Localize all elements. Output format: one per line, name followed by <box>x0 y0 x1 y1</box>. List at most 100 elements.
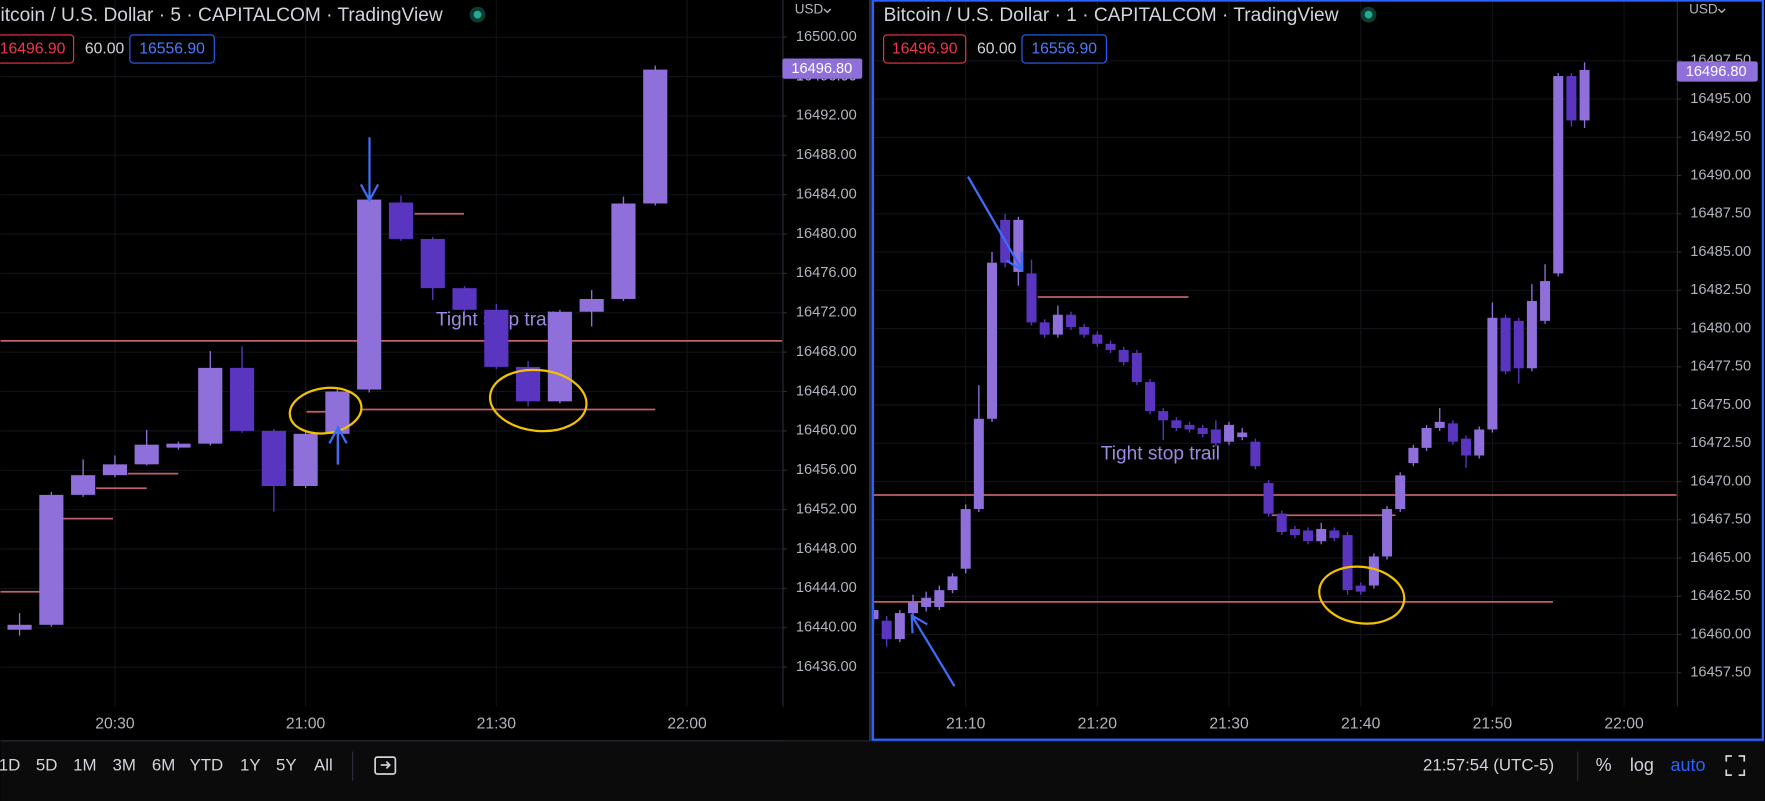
x-tick-label: 20:30 <box>95 716 135 733</box>
currency-button[interactable] <box>785 0 840 21</box>
y-tick-label: 16457.50 <box>1690 665 1751 681</box>
x-tick-label: 21:30 <box>477 716 517 733</box>
bottom-toolbar <box>0 740 1765 801</box>
y-tick-label: 16472.00 <box>796 305 857 321</box>
candle-body <box>1395 475 1406 510</box>
price-label: 16496.90 <box>0 41 66 58</box>
x-tick-label: 21:50 <box>1473 716 1513 733</box>
price-label-box <box>0 34 75 64</box>
range-button[interactable]: 5Y <box>276 756 297 775</box>
candle-body <box>611 203 636 299</box>
range-button[interactable]: 1M <box>73 756 96 775</box>
scale-option[interactable]: auto <box>1670 755 1705 775</box>
y-tick-label: 16495.00 <box>1690 91 1751 107</box>
y-tick-label: 16480.00 <box>1690 320 1751 336</box>
candle-body <box>261 430 286 486</box>
candle-body <box>1540 281 1551 321</box>
current-price-label: 16496.80 <box>791 61 852 77</box>
candle-body <box>1250 441 1261 467</box>
candle-body <box>1421 427 1432 448</box>
range-button[interactable]: 1Y <box>240 756 261 775</box>
x-tick-label: 21:30 <box>1209 716 1249 733</box>
y-tick-label: 16464.00 <box>796 383 857 399</box>
candle-body <box>71 475 96 495</box>
y-tick-label: 16477.50 <box>1690 359 1751 375</box>
range-button[interactable]: 6M <box>152 756 175 775</box>
y-tick-label: 16444.00 <box>796 580 857 596</box>
y-tick-label: 16470.00 <box>1690 473 1751 489</box>
candle-body <box>1039 322 1050 335</box>
candle-body <box>1197 427 1208 435</box>
y-tick-label: 16492.50 <box>1690 129 1751 145</box>
y-tick-label: 16440.00 <box>796 620 857 636</box>
candle-body <box>1276 513 1287 532</box>
range-button[interactable]: All <box>314 756 333 775</box>
candle-body <box>1526 300 1537 369</box>
current-price-tag <box>1676 61 1758 82</box>
candle-body <box>102 464 127 476</box>
candle-body <box>1013 219 1024 272</box>
candle-body <box>1131 352 1142 383</box>
currency-label: USD <box>1689 2 1718 17</box>
candle-body <box>1184 424 1195 430</box>
active-panel-border <box>871 0 1764 741</box>
range-button[interactable]: 5D <box>36 756 58 775</box>
y-tick-label: 16482.50 <box>1690 282 1751 298</box>
candle-body <box>39 494 64 625</box>
candle-body <box>894 613 905 640</box>
range-button[interactable]: YTD <box>190 756 224 775</box>
fullscreen-icon[interactable] <box>1725 755 1746 776</box>
candle-body <box>960 509 971 569</box>
scale-option[interactable]: log <box>1630 755 1654 775</box>
y-tick-label: 16452.00 <box>796 501 857 517</box>
candle-body <box>1329 530 1340 539</box>
scale-option[interactable]: % <box>1596 755 1612 775</box>
arrow-drawing <box>967 176 1024 273</box>
y-tick-label: 16448.00 <box>796 541 857 557</box>
candle-body <box>908 602 919 614</box>
currency-button[interactable] <box>1680 0 1735 21</box>
candle-body <box>1158 411 1169 421</box>
charts: Tight stop trail 20:30 21:00 21:30 22:00 1643… <box>0 0 1758 775</box>
candle-body <box>1566 76 1577 121</box>
candle-body <box>579 298 604 312</box>
candle-body <box>484 309 509 367</box>
annotation: Tight stop trail <box>1101 444 1220 465</box>
candle-body <box>1447 423 1458 442</box>
candle-body <box>547 311 572 402</box>
candle-body <box>1368 556 1379 586</box>
candle-body <box>1079 326 1090 335</box>
candle-body <box>134 444 159 465</box>
range-button[interactable]: 1D <box>0 756 20 775</box>
panel-divider <box>869 0 873 743</box>
arrow-drawing <box>910 613 956 687</box>
plot-area: Tight stop trail <box>0 0 783 707</box>
candle-body <box>987 262 998 419</box>
y-tick-label: 16488.00 <box>796 147 857 163</box>
price-label: 16496.90 <box>892 41 958 58</box>
candle-body <box>1553 76 1564 274</box>
x-tick-label: 21:00 <box>286 716 326 733</box>
candle-body <box>1026 273 1037 323</box>
range-button[interactable]: 3M <box>113 756 136 775</box>
candle-body <box>1092 334 1103 344</box>
currency-label: USD <box>795 2 824 17</box>
price-label-box <box>1021 34 1107 64</box>
current-price-tag <box>782 58 863 79</box>
price-label: 16556.90 <box>1031 41 1097 58</box>
candle-body <box>452 288 477 310</box>
price-label-box <box>883 34 967 64</box>
y-tick-label: 16487.50 <box>1690 206 1751 222</box>
date-range-icon[interactable] <box>374 756 397 775</box>
candle-body <box>1487 317 1498 430</box>
plot-area: Tight stop trail <box>873 0 1677 707</box>
candle-body <box>1434 421 1445 428</box>
candle-body <box>166 443 191 448</box>
y-tick-label: 16468.00 <box>796 344 857 360</box>
currency-chevron <box>1717 8 1726 14</box>
y-tick-label: 16460.00 <box>1690 626 1751 642</box>
y-tick-label: 16472.50 <box>1690 435 1751 451</box>
y-tick-label: 16456.00 <box>796 462 857 478</box>
candle-body <box>643 69 668 204</box>
